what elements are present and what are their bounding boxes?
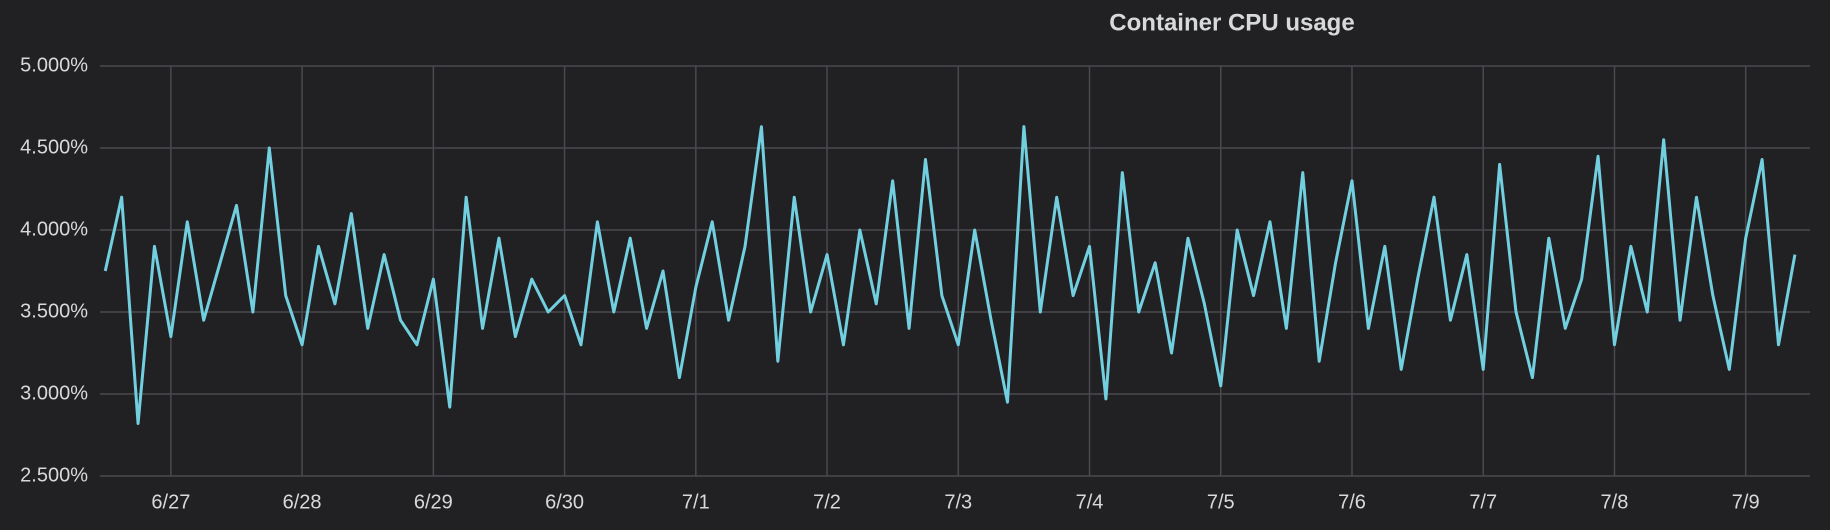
x-tick-label: 7/9 [1732,491,1760,513]
cpu-line [103,125,1797,426]
y-tick-label: 5.000% [20,54,88,76]
x-tick-label: 7/5 [1207,491,1235,513]
x-tick-label: 7/3 [944,491,972,513]
x-tick-label: 7/1 [682,491,710,513]
x-tick-label: 6/29 [414,491,453,513]
chart-title: Container CPU usage [1109,9,1354,36]
x-tick-label: 7/4 [1076,491,1104,513]
y-tick-label: 4.000% [20,218,88,240]
x-tick-label: 6/27 [151,491,190,513]
y-tick-label: 3.000% [20,382,88,404]
x-tick-label: 6/28 [283,491,322,513]
x-tick-label: 7/2 [813,491,841,513]
y-tick-label: 3.500% [20,300,88,322]
x-tick-label: 7/8 [1601,491,1629,513]
y-tick-label: 4.500% [20,136,88,158]
x-tick-label: 6/30 [545,491,584,513]
y-tick-label: 2.500% [20,464,88,486]
x-tick-label: 7/7 [1469,491,1497,513]
x-tick-label: 7/6 [1338,491,1366,513]
